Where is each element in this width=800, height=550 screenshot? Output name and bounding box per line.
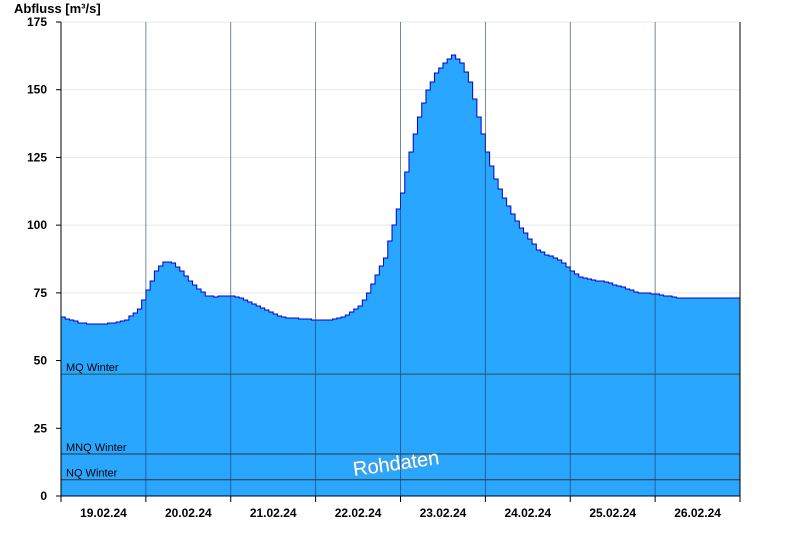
y-tick-label-75: 75 (34, 286, 48, 300)
x-tick-label-7: 26.02.24 (674, 506, 721, 520)
x-tick-label-3: 22.02.24 (335, 506, 382, 520)
x-tick-label-1: 20.02.24 (165, 506, 212, 520)
y-axis-ticks: 0 25 50 75 100 125 150 175 (27, 15, 61, 503)
y-tick-label-150: 150 (27, 83, 47, 97)
x-tick-label-2: 21.02.24 (250, 506, 297, 520)
x-tick-label-0: 19.02.24 (80, 506, 127, 520)
x-tick-label-6: 25.02.24 (589, 506, 636, 520)
day-divider-lines (145, 22, 656, 496)
y-axis-title: Abfluss [m³/s] (14, 1, 101, 16)
y-tick-label-175: 175 (27, 15, 47, 29)
y-tick-label-25: 25 (34, 421, 48, 435)
y-tick-label-100: 100 (27, 218, 47, 232)
x-axis-ticks: 19.02.24 20.02.24 21.02.24 22.02.24 23.02.24… (60, 496, 741, 520)
ref-label-2: NQ Winter (66, 468, 118, 480)
x-tick-label-5: 24.02.24 (504, 506, 551, 520)
ref-label-0: MQ Winter (66, 362, 119, 374)
x-tick-label-4: 23.02.24 (420, 506, 467, 520)
y-tick-label-50: 50 (34, 354, 48, 368)
y-tick-label-0: 0 (40, 489, 47, 503)
reference-lines: MQ Winter MNQ Winter NQ Winter (61, 362, 740, 481)
ref-label-1: MNQ Winter (66, 442, 127, 454)
y-tick-label-125: 125 (27, 150, 47, 164)
